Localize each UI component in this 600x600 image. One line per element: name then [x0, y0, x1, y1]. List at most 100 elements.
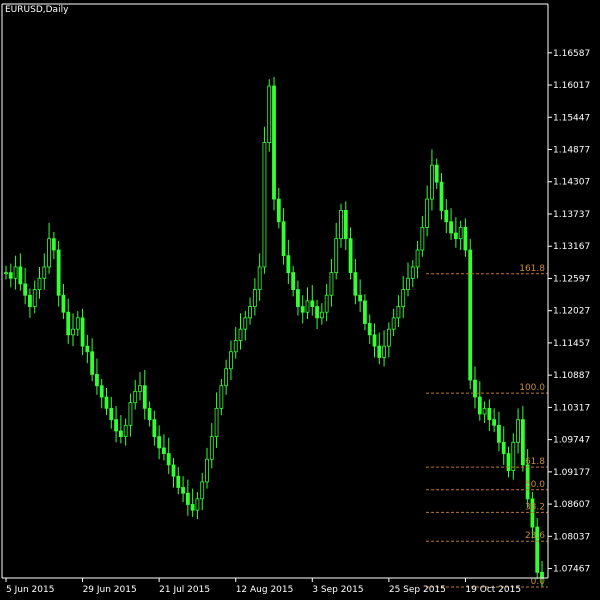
candle-body: [415, 249, 420, 268]
candle-body: [477, 396, 482, 415]
candle-body: [56, 249, 61, 296]
candle-body: [37, 277, 42, 290]
candle-body: [281, 221, 286, 257]
candle-body: [118, 430, 123, 438]
symbol-title: EURUSD,Daily: [5, 5, 69, 15]
candle-body: [353, 272, 358, 296]
candle-body: [391, 317, 396, 330]
candle-body: [520, 419, 525, 466]
candle-body: [75, 317, 80, 330]
candle-body: [420, 226, 425, 251]
candle-body: [13, 266, 18, 279]
candle-body: [214, 407, 219, 438]
y-tick-label: 1.14877: [553, 146, 590, 156]
y-tick-label: 1.11457: [553, 339, 590, 349]
candle-body: [219, 385, 224, 409]
y-tick-label: 1.16017: [553, 81, 590, 91]
candle-body: [23, 283, 28, 296]
candle-body: [406, 277, 410, 290]
candle-body: [363, 300, 367, 324]
candle-body: [334, 238, 339, 274]
candle-body: [47, 238, 51, 268]
candle-body: [99, 385, 104, 398]
candle-body: [497, 424, 501, 443]
candle-body: [525, 464, 530, 500]
x-tick-label: 21 Jul 2015: [159, 585, 210, 595]
candle-body: [439, 181, 444, 211]
candle-body: [396, 306, 401, 319]
candle-body: [530, 498, 535, 528]
candle-body: [229, 351, 233, 370]
candle-body: [372, 334, 377, 347]
candle-body: [138, 385, 142, 392]
y-tick-label: 1.12027: [553, 307, 590, 317]
x-tick-label: 19 Oct 2015: [465, 585, 521, 595]
y-tick-label: 1.15447: [553, 113, 590, 123]
candle-body: [468, 249, 473, 381]
candle-body: [535, 526, 540, 573]
candle-body: [262, 142, 267, 268]
candle-body: [430, 164, 434, 200]
candle-body: [444, 210, 449, 223]
candle-body: [162, 447, 166, 454]
y-tick-label: 1.12597: [553, 274, 590, 284]
candle-body: [95, 374, 99, 387]
candle-body: [267, 85, 272, 143]
candle-body: [252, 289, 257, 307]
candle-body: [152, 419, 157, 438]
x-tick-label: 3 Sep 2015: [312, 585, 363, 595]
y-tick-label: 1.07467: [553, 565, 590, 575]
candle-body: [4, 272, 8, 275]
candle-body: [190, 504, 195, 511]
x-tick-label: 5 Jun 2015: [6, 585, 54, 595]
fib-level-label: 0.0: [531, 577, 546, 587]
candle-body: [300, 306, 305, 313]
y-tick-label: 1.08037: [553, 532, 590, 542]
x-tick-label: 12 Aug 2015: [236, 585, 294, 595]
candle-body: [195, 498, 200, 511]
candle-body: [315, 306, 319, 319]
candle-body: [516, 419, 520, 443]
candle-body: [80, 317, 85, 347]
fib-level-label: 50.0: [525, 480, 545, 490]
candle-body: [482, 407, 487, 415]
candle-body: [463, 226, 468, 251]
candle-body: [257, 266, 262, 290]
x-tick-label: 25 Sep 2015: [389, 585, 446, 595]
candle-body: [386, 328, 391, 347]
candle-body: [104, 396, 109, 409]
candle-body: [61, 294, 66, 313]
candle-body: [51, 238, 56, 251]
candle-body: [166, 453, 171, 466]
fib-level-label: 61.8: [525, 457, 545, 467]
candle-body: [142, 385, 147, 409]
candle-body: [66, 311, 71, 336]
candle-body: [200, 481, 205, 500]
candle-body: [319, 311, 324, 319]
x-tick-label: 29 Jun 2015: [83, 585, 137, 595]
candle-body: [473, 379, 477, 398]
candle-body: [114, 419, 118, 432]
candle-body: [348, 238, 353, 274]
candle-body: [453, 232, 458, 240]
candle-body: [18, 266, 23, 285]
candle-body: [272, 85, 276, 200]
candle-body: [358, 294, 363, 302]
candle-body: [85, 345, 90, 353]
candle-body: [32, 289, 37, 307]
y-tick-label: 1.09177: [553, 468, 590, 478]
candle-body: [276, 198, 281, 223]
fib-level-label: 100.0: [519, 383, 545, 393]
candle-body: [434, 164, 439, 183]
candle-body: [492, 419, 497, 426]
candle-body: [286, 255, 291, 274]
candle-body: [71, 328, 75, 336]
candle-body: [410, 266, 415, 279]
candle-body: [511, 441, 516, 471]
candle-body: [305, 300, 310, 313]
y-tick-label: 1.10317: [553, 403, 590, 413]
candle-body: [291, 272, 296, 290]
candle-body: [343, 210, 348, 240]
y-tick-label: 1.14307: [553, 178, 590, 188]
candle-body: [42, 266, 47, 279]
